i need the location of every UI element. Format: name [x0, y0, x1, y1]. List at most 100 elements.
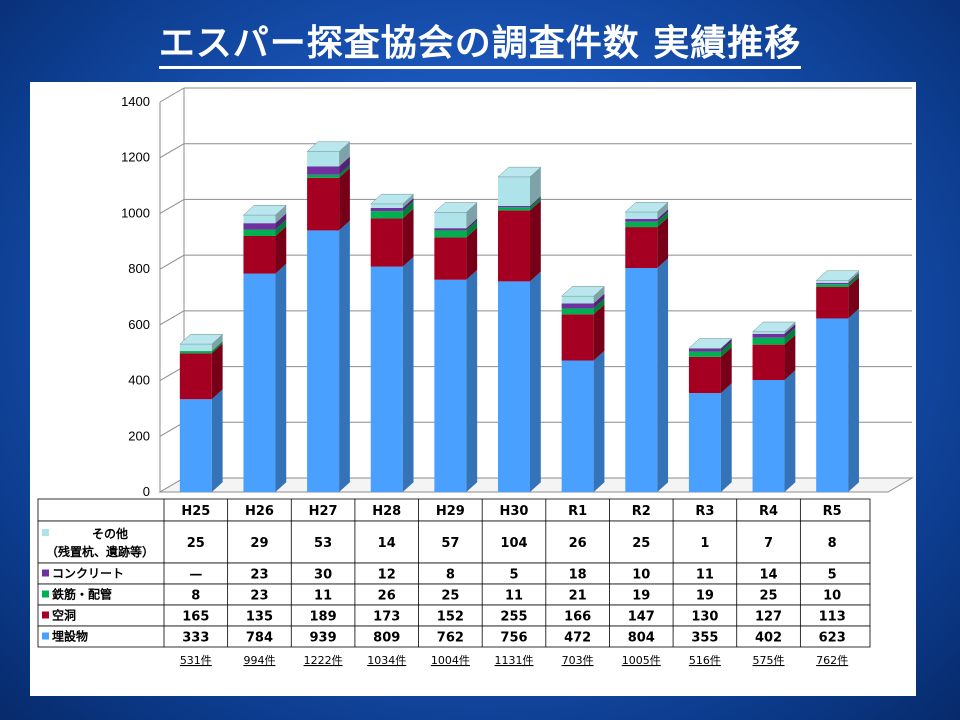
bar-side	[275, 219, 287, 236]
data-label: 14	[378, 536, 396, 551]
total-label: 762件	[816, 654, 848, 667]
bar-side	[657, 202, 669, 219]
y-tick-label: 0	[143, 484, 150, 499]
total-label: 516件	[689, 654, 721, 667]
bar-side	[784, 327, 796, 345]
data-label: 130	[691, 610, 718, 625]
bar-side	[402, 201, 414, 219]
bar-segment	[243, 215, 276, 224]
data-label: 11	[696, 568, 714, 583]
bar-side	[848, 270, 859, 283]
bar-segment	[434, 212, 467, 229]
data-label: 166	[564, 610, 591, 625]
data-label: 8	[446, 568, 455, 583]
y-tick-label: 600	[128, 317, 150, 332]
bar-segment	[498, 205, 530, 208]
bar-segment	[307, 230, 340, 492]
series-label: 空洞	[52, 608, 76, 623]
bar-side	[339, 156, 350, 175]
bar-side	[339, 164, 350, 178]
bar-top	[433, 202, 478, 213]
series-label: その他	[92, 526, 128, 541]
series-label: コンクリート	[52, 567, 124, 581]
bar-segment	[179, 399, 212, 492]
legend-key	[42, 611, 49, 619]
bar-segment	[370, 266, 403, 492]
bar-segment	[688, 351, 721, 357]
data-label: 18	[569, 568, 587, 583]
bar-top	[624, 201, 669, 213]
data-label: 135	[246, 610, 273, 625]
bar-segment	[625, 221, 658, 228]
data-label: 152	[437, 610, 464, 625]
bar-top	[688, 338, 733, 349]
gridline-side	[159, 87, 185, 103]
category-label: H29	[436, 504, 465, 519]
bar-side	[402, 208, 414, 267]
bar-side	[211, 343, 223, 400]
bar-segment	[498, 207, 530, 211]
data-label: 21	[569, 589, 587, 604]
data-label: 756	[500, 631, 527, 646]
bar-segment	[179, 353, 212, 400]
category-label: H26	[245, 504, 274, 519]
data-label: 784	[246, 631, 273, 646]
bar-segment	[434, 237, 467, 280]
bar-segment	[625, 268, 658, 492]
y-tick-label: 200	[128, 428, 150, 443]
table-row	[37, 520, 871, 564]
bar-side	[784, 323, 796, 338]
bar-segment	[434, 279, 467, 492]
y-tick-label: 1000	[121, 205, 150, 220]
bar-side	[339, 220, 350, 492]
data-label: 8	[191, 589, 200, 604]
category-label: H30	[500, 504, 529, 519]
bar-segment	[243, 273, 276, 492]
bar-side	[466, 218, 478, 231]
bar-side	[657, 209, 669, 222]
bar-side	[593, 286, 605, 304]
data-label: 25	[187, 536, 205, 551]
bar-side	[275, 226, 287, 274]
data-label: 25	[759, 589, 777, 604]
data-label: 147	[628, 610, 655, 625]
bar-segment	[434, 228, 467, 231]
data-label: 939	[310, 631, 337, 646]
bar-segment	[370, 207, 403, 212]
data-label: 26	[569, 536, 587, 551]
y-tick-label: 1200	[121, 150, 150, 165]
category-label: H27	[309, 504, 338, 519]
bar-side	[784, 334, 796, 381]
bar-segment	[561, 296, 594, 304]
bar-segment	[752, 337, 785, 345]
bar-side	[402, 256, 414, 492]
data-label: 8	[828, 536, 837, 551]
bar-side	[466, 269, 478, 492]
bar-side	[657, 258, 669, 492]
bar-segment	[688, 348, 721, 352]
legend-key	[42, 632, 49, 640]
data-label: 189	[310, 610, 337, 625]
bar-segment	[434, 230, 467, 238]
bar-side	[848, 308, 859, 492]
bar-top	[815, 270, 860, 281]
bar-side	[657, 217, 669, 269]
data-label: 355	[691, 631, 718, 646]
bar-segment	[370, 218, 403, 267]
bar-side	[530, 271, 541, 492]
data-label: 29	[250, 536, 268, 551]
bar-top	[560, 286, 606, 297]
bar-side	[530, 167, 541, 206]
stacked-bar-chart: 0 200 400 600 800 1000 1200 1400 H25 H26 H27 H28 H29…	[37, 87, 914, 667]
bar-segment	[561, 360, 594, 492]
data-label: 127	[755, 610, 782, 625]
page-title: エスパー探査協会の調査件数 実績推移	[0, 14, 960, 69]
data-label: 255	[500, 610, 527, 625]
data-label: 19	[696, 589, 714, 604]
bar-side	[211, 334, 223, 352]
data-label: 57	[441, 536, 459, 551]
bar-side	[275, 263, 287, 492]
bar-segment	[816, 318, 849, 492]
data-label: 333	[182, 631, 209, 646]
total-label: 1004件	[431, 654, 470, 667]
